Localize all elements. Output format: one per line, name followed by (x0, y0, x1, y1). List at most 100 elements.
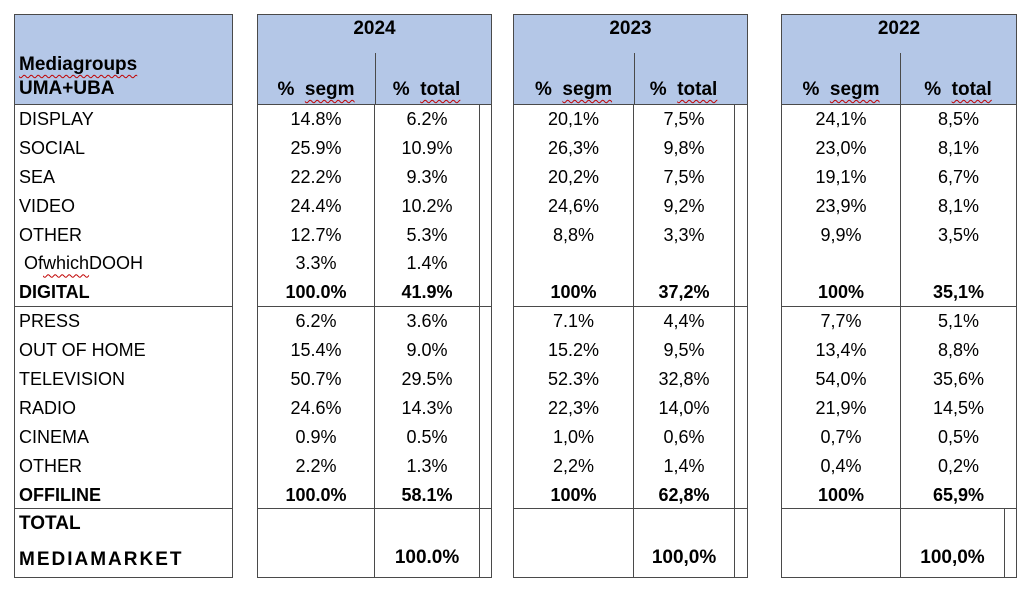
table-row: 15.2% 9,5% (514, 336, 747, 366)
cell-segm: 2,2% (552, 455, 594, 476)
sub-column-headers: % segm % total (514, 79, 747, 104)
row-label: OTHER (19, 224, 82, 245)
year-header-2022: 2022 % segm % total (782, 15, 1016, 105)
cell-segm: 19,1% (815, 166, 867, 187)
cell-segm: 100% (817, 282, 865, 303)
cell-total: 32,8% (632, 365, 734, 394)
misspelled-word: total (420, 79, 461, 100)
cell-segm: 50.7% (290, 369, 342, 390)
cell-total: 9,2% (632, 191, 734, 221)
cell-spacer (479, 249, 491, 279)
column-header-segm: % segm (277, 79, 355, 100)
cell-total: 8,8% (900, 336, 1016, 366)
cell-segm: 0,7% (820, 426, 862, 447)
table-row: 25.9% 10.9% (258, 133, 491, 163)
table-row: 52.3% 32,8% (514, 365, 747, 394)
row-label: DIGITAL (15, 278, 232, 308)
cell-spacer (734, 307, 747, 337)
cell-total (900, 249, 1016, 279)
year-table-2023: 2023 % segm % total 20,1% 7,5% 26,3% 9,8% 20… (513, 14, 748, 578)
cell-total: 6,7% (900, 162, 1016, 192)
cell-segm: 25.9% (290, 137, 342, 158)
table-row: 15.4% 9.0% (258, 336, 491, 366)
table-row: 50.7% 29.5% (258, 365, 491, 394)
cell-total-total: 100,0% (632, 509, 734, 577)
cell-spacer (734, 191, 747, 221)
row-label: OTHER (19, 455, 82, 476)
cell-segm (782, 249, 900, 278)
cell-total: 9.0% (374, 336, 479, 366)
cell-total: 3,5% (900, 220, 1016, 250)
table-row: 0.9% 0.5% (258, 422, 491, 452)
total-row: 100.0% (258, 509, 491, 577)
cell-total-segm (258, 509, 374, 577)
cell-total: 62,8% (632, 480, 734, 509)
mediagroups-label-table: Mediagroups UMA+UBA DISPLAY SOCIAL SEA VIDE… (14, 14, 233, 578)
cell-segm: 3.3% (295, 253, 337, 274)
cell-segm: 7,7% (820, 311, 862, 332)
column-divider (634, 53, 635, 104)
row-label: CINEMA (19, 426, 90, 447)
cell-segm: 23,9% (815, 195, 867, 216)
cell-total-segm (782, 509, 900, 577)
spacer-column-header (479, 79, 491, 101)
cell-total: 8,1% (900, 191, 1016, 221)
cell-total: 5,1% (900, 307, 1016, 337)
cell-spacer (734, 451, 747, 481)
row-label: OUT OF HOME (19, 340, 146, 361)
cell-spacer (734, 480, 747, 509)
table-row: 20,1% 7,5% (514, 105, 747, 134)
year-header-2024: 2024 % segm % total (258, 15, 491, 105)
cell-segm: 2.2% (295, 455, 337, 476)
cell-total: 10.2% (374, 191, 479, 221)
cell-spacer (479, 278, 491, 307)
cell-total: 58.1% (374, 480, 479, 509)
table-row: 0,7% 0,5% (782, 422, 1016, 452)
cell-spacer (479, 307, 491, 337)
cell-segm (514, 249, 633, 278)
table-row: 7,7% 5,1% (782, 307, 1016, 337)
cell-segm: 15.4% (290, 340, 342, 361)
cell-spacer (734, 220, 747, 250)
misspelled-word: segm (562, 79, 613, 100)
total-row: 100,0% (782, 509, 1016, 577)
total-row: 100,0% (514, 509, 747, 577)
row-label-list: DISPLAY SOCIAL SEA VIDEO OTHER Of which DOOH D… (15, 105, 232, 510)
cell-segm: 52.3% (547, 369, 599, 390)
row-label: SOCIAL (19, 137, 86, 158)
table-row: 54,0% 35,6% (782, 365, 1016, 394)
table-row: 100% 62,8% (514, 480, 747, 510)
cell-segm: 24,1% (815, 109, 867, 129)
cell-total: 8,5% (900, 105, 1016, 134)
misspelled-word: total (951, 79, 992, 100)
cell-total (632, 249, 734, 279)
cell-total: 14,0% (632, 393, 734, 423)
row-label: DISPLAY (19, 109, 94, 129)
misspelled-word: which (43, 253, 90, 274)
year-label: 2023 (609, 18, 652, 39)
cell-total: 0,2% (900, 451, 1016, 481)
cell-total: 14.3% (374, 393, 479, 423)
cell-total: 14,5% (900, 393, 1016, 423)
cell-total: 3.6% (374, 307, 479, 337)
column-header-segm: % segm (534, 79, 613, 100)
cell-total: 1,4% (632, 451, 734, 481)
cell-segm: 24.4% (290, 195, 342, 216)
cell-spacer (734, 133, 747, 163)
cell-total: 9.3% (374, 162, 479, 192)
cell-segm: 20,1% (547, 109, 599, 129)
table-row: 23,9% 8,1% (782, 191, 1016, 221)
cell-total: 1.4% (374, 249, 479, 279)
cell-spacer (479, 451, 491, 481)
misspelled-word: Mediagroups (19, 54, 138, 75)
cell-segm: 22,3% (547, 397, 599, 418)
table-row: 100% 65,9% (782, 480, 1016, 510)
cell-total: 0,5% (900, 422, 1016, 452)
row-label: OFFILINE (15, 481, 232, 510)
table-row: 2,2% 1,4% (514, 451, 747, 481)
table-row: 2.2% 1.3% (258, 451, 491, 481)
cell-spacer (734, 365, 747, 394)
cell-segm: 100.0% (285, 484, 347, 505)
cell-segm: 26,3% (547, 137, 599, 158)
total-row-label: TOTAL MEDIAMARKET (15, 509, 232, 577)
